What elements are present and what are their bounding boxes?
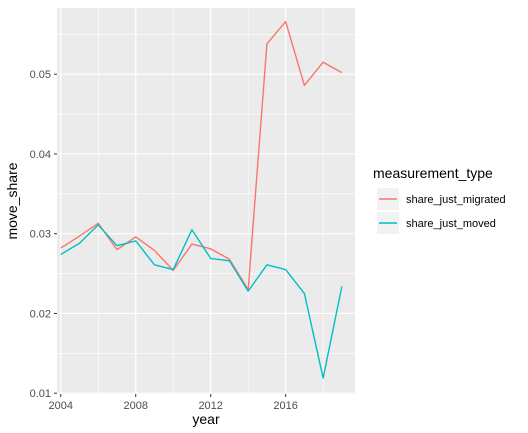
x-tick-label: 2016 bbox=[273, 400, 297, 412]
y-axis-title: move_share bbox=[4, 162, 20, 239]
legend-label: share_just_migrated bbox=[406, 194, 506, 206]
x-axis: 2004 2008 2012 2016 bbox=[49, 394, 298, 412]
x-tick-label: 2012 bbox=[198, 400, 222, 412]
y-tick-label: 0.01 bbox=[30, 388, 51, 400]
series-line-share-just-moved bbox=[60, 224, 343, 379]
x-tick-label: 2004 bbox=[49, 400, 73, 412]
legend-title: measurement_type bbox=[373, 165, 493, 181]
y-tick-label: 0.04 bbox=[30, 149, 51, 161]
y-tick-label: 0.03 bbox=[30, 229, 51, 241]
legend: measurement_type share_just_migratedshar… bbox=[373, 165, 506, 234]
x-tick-label: 2008 bbox=[123, 400, 147, 412]
x-axis-title: year bbox=[192, 411, 220, 427]
grid-minor bbox=[57, 8, 355, 394]
legend-label: share_just_moved bbox=[406, 218, 496, 230]
y-tick-label: 0.05 bbox=[30, 69, 51, 81]
series-line-share-just-migrated bbox=[60, 20, 343, 291]
y-tick-label: 0.02 bbox=[30, 308, 51, 320]
series-lines bbox=[60, 20, 343, 379]
grid-major bbox=[57, 8, 355, 394]
plot-panel bbox=[57, 8, 355, 394]
y-axis: 0.01 0.02 0.03 0.04 0.05 bbox=[30, 69, 57, 400]
legend-keys: share_just_migrated share_just_moved bbox=[377, 188, 506, 234]
